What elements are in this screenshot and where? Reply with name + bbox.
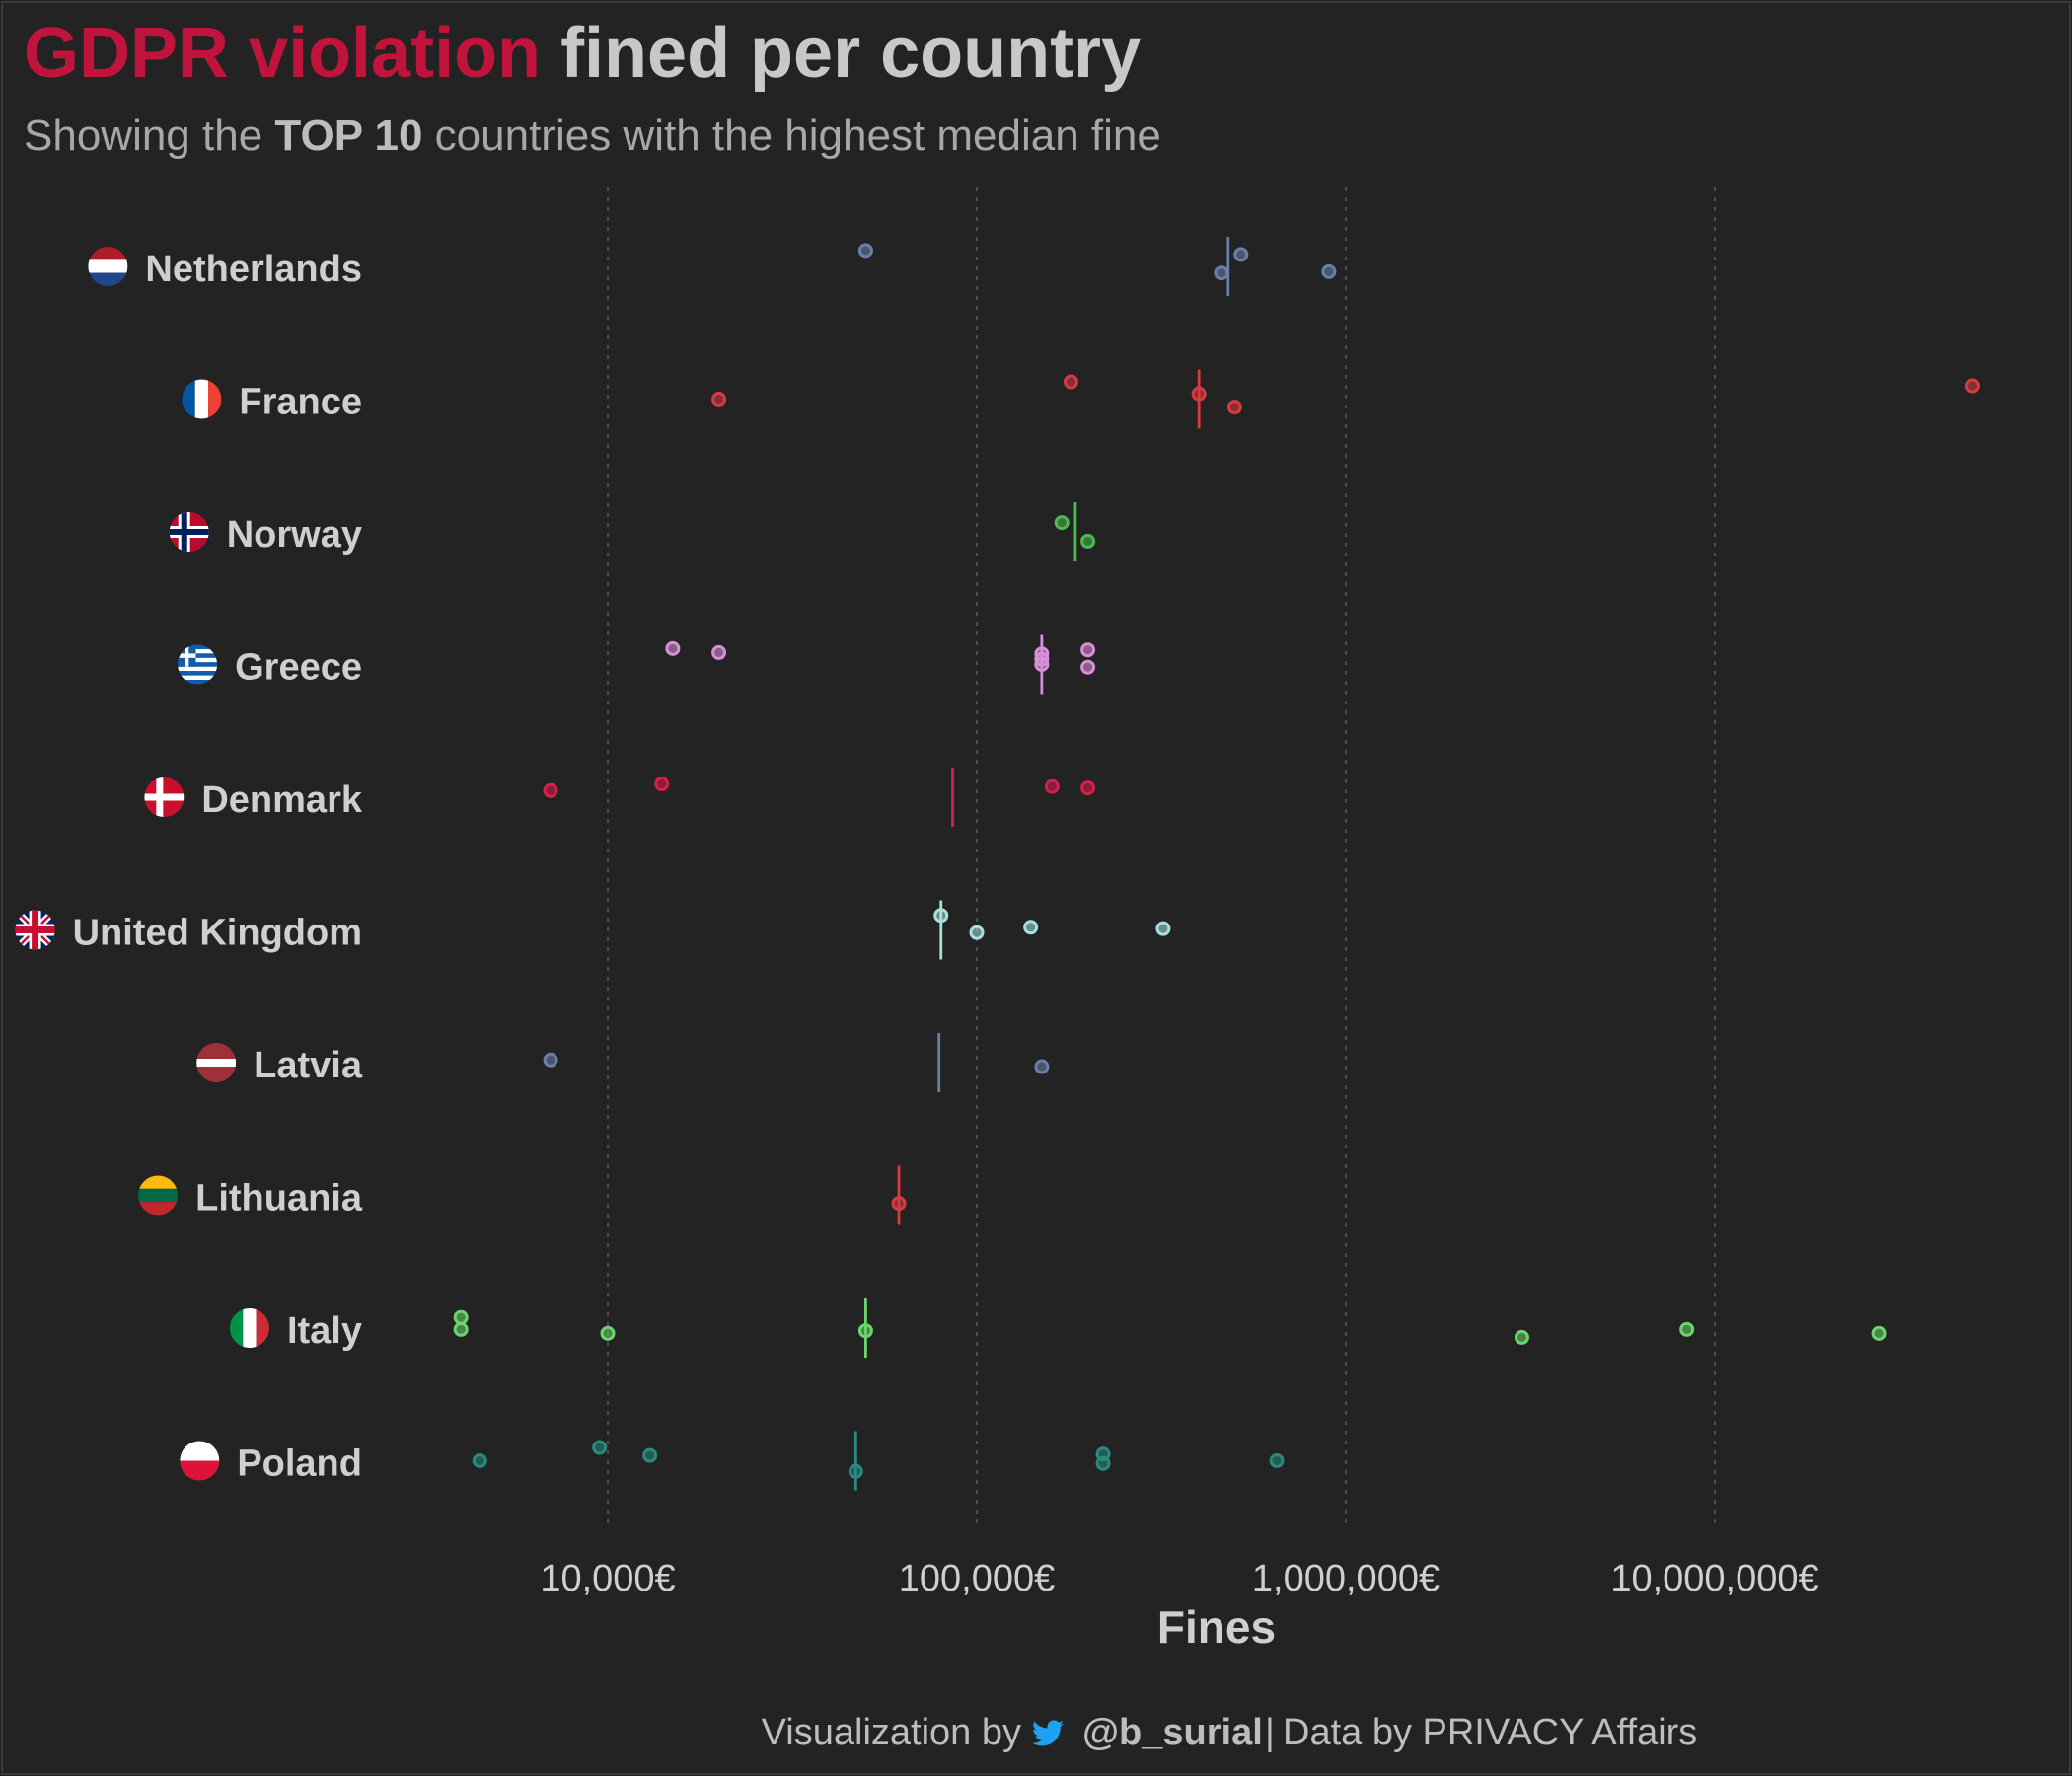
caption-prefix: Visualization by bbox=[762, 1712, 1021, 1753]
row-united-kingdom: United Kingdom bbox=[15, 900, 1171, 960]
data-point bbox=[711, 644, 727, 660]
row-norway: Norway bbox=[169, 502, 1096, 561]
title-accent: GDPR violation bbox=[24, 14, 541, 93]
lithuania-flag-icon bbox=[138, 1175, 179, 1216]
data-point bbox=[1034, 1059, 1050, 1074]
row-denmark: Denmark bbox=[144, 768, 1096, 827]
data-point bbox=[453, 1321, 469, 1337]
gridlines bbox=[607, 187, 1716, 1524]
country-label: Greece bbox=[235, 647, 362, 689]
x-tick-label: 10,000,000€ bbox=[1610, 1558, 1818, 1599]
data-point bbox=[1321, 263, 1337, 279]
subtitle-bold: TOP 10 bbox=[274, 111, 422, 160]
data-point bbox=[933, 908, 949, 924]
data-point bbox=[1214, 265, 1229, 281]
data-point bbox=[1514, 1329, 1529, 1345]
row-latvia: Latvia bbox=[196, 1033, 1050, 1092]
data-point bbox=[1054, 515, 1070, 531]
data-point bbox=[1233, 247, 1249, 262]
row-france: France bbox=[182, 369, 1980, 429]
chart-title: GDPR violation fined per country bbox=[24, 14, 1141, 93]
france-flag-icon bbox=[182, 379, 222, 419]
data-point bbox=[472, 1453, 487, 1468]
x-tick-labels: 10,000€ 100,000€ 1,000,000€ 10,000,000€ bbox=[540, 1558, 1818, 1599]
data-point bbox=[1063, 374, 1078, 390]
data-point bbox=[453, 1309, 469, 1325]
data-point bbox=[642, 1447, 658, 1463]
data-point bbox=[1155, 921, 1171, 936]
data-point bbox=[1080, 642, 1096, 658]
data-point bbox=[1034, 657, 1050, 672]
data-point bbox=[969, 925, 985, 940]
data-point bbox=[543, 1052, 558, 1068]
netherlands-flag-icon bbox=[88, 247, 128, 286]
country-label: Netherlands bbox=[145, 249, 362, 290]
data-point bbox=[1679, 1321, 1695, 1337]
country-label: Italy bbox=[287, 1310, 362, 1352]
data-point bbox=[1269, 1453, 1285, 1468]
data-point bbox=[1095, 1455, 1111, 1471]
country-label: Denmark bbox=[201, 779, 362, 821]
data-point bbox=[1080, 533, 1096, 549]
italy-flag-icon bbox=[229, 1308, 269, 1348]
subtitle-prefix: Showing the bbox=[24, 111, 274, 160]
country-label: United Kingdom bbox=[73, 913, 362, 954]
twitter-bird-icon bbox=[1032, 1720, 1065, 1746]
caption-handle: @b_surial bbox=[1082, 1712, 1263, 1753]
country-label: Poland bbox=[237, 1443, 362, 1485]
data-point bbox=[1023, 920, 1039, 935]
norway-flag-icon bbox=[169, 512, 209, 552]
data-point bbox=[1080, 659, 1096, 675]
subtitle-suffix: countries with the highest median fine bbox=[422, 111, 1160, 160]
country-label: Latvia bbox=[254, 1045, 363, 1086]
data-point bbox=[1871, 1325, 1887, 1341]
country-label: France bbox=[239, 382, 362, 423]
data-point bbox=[600, 1325, 616, 1341]
latvia-flag-icon bbox=[196, 1043, 237, 1082]
data-point bbox=[1044, 778, 1060, 794]
row-lithuania: Lithuania bbox=[138, 1165, 907, 1225]
title-rest: fined per country bbox=[560, 14, 1141, 93]
united-kingdom-flag-icon bbox=[15, 910, 55, 950]
row-italy: Italy bbox=[229, 1298, 1887, 1358]
data-point bbox=[654, 777, 670, 792]
x-tick-label: 10,000€ bbox=[540, 1558, 675, 1599]
country-label: Lithuania bbox=[195, 1178, 363, 1220]
data-point bbox=[857, 1323, 873, 1339]
greece-flag-icon bbox=[178, 644, 218, 685]
data-point bbox=[1080, 780, 1096, 796]
x-tick-label: 100,000€ bbox=[899, 1558, 1056, 1599]
data-point bbox=[1191, 386, 1207, 402]
denmark-flag-icon bbox=[144, 777, 185, 817]
country-label: Norway bbox=[227, 514, 362, 555]
data-point bbox=[1964, 378, 1980, 394]
row-netherlands: Netherlands bbox=[88, 237, 1337, 296]
data-point bbox=[665, 640, 681, 656]
data-point bbox=[891, 1196, 907, 1212]
caption-source: Data by PRIVACY Affairs bbox=[1283, 1712, 1697, 1753]
data-point bbox=[711, 392, 727, 407]
data-point bbox=[543, 782, 558, 798]
caption-separator: | bbox=[1265, 1712, 1275, 1753]
data-point bbox=[857, 243, 873, 259]
poland-flag-icon bbox=[180, 1441, 220, 1481]
caption: Visualization by @b_surial | Data by PRI… bbox=[762, 1712, 1698, 1753]
row-greece: Greece bbox=[178, 634, 1096, 695]
x-axis-title: Fines bbox=[1157, 1601, 1276, 1653]
data-point bbox=[592, 1440, 608, 1455]
x-tick-label: 1,000,000€ bbox=[1252, 1558, 1440, 1599]
row-poland: Poland bbox=[180, 1431, 1285, 1491]
chart-subtitle: Showing the TOP 10 countries with the hi… bbox=[24, 111, 1161, 160]
data-point bbox=[1226, 400, 1242, 415]
country-rows: Netherlands France Norway Greece Denmark Unit… bbox=[15, 237, 1980, 1491]
data-point bbox=[848, 1463, 863, 1479]
